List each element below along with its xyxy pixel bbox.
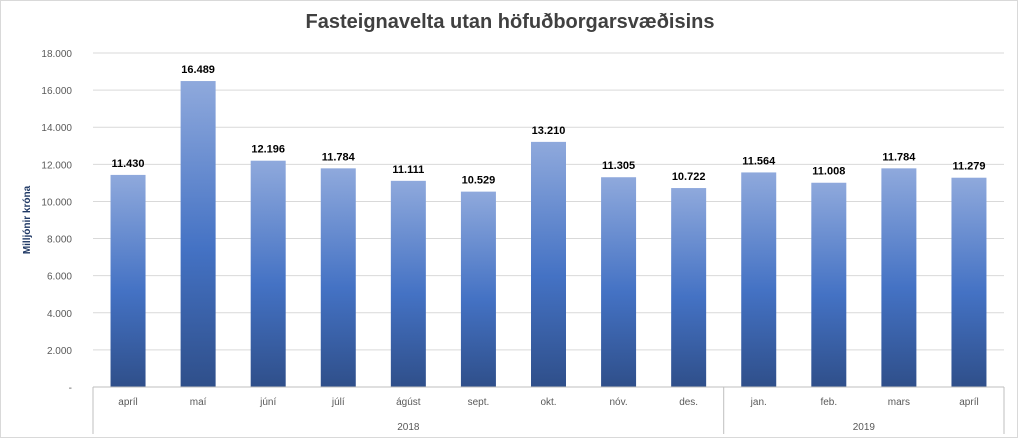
bar [250, 160, 286, 387]
data-label: 10.529 [462, 175, 496, 187]
y-tick-label: 14.000 [41, 123, 72, 134]
bar [881, 168, 917, 387]
bar [811, 182, 847, 387]
y-axis-ticks: - 2.000 4.000 6.000 8.000 10.000 12.000 14.000 1… [41, 49, 72, 394]
x-tick-label: nóv. [609, 397, 627, 408]
data-label: 11.784 [882, 151, 916, 163]
bar [951, 177, 987, 387]
x-tick-label: apríl [118, 397, 137, 408]
data-labels: 11.430 16.489 12.196 11.784 11.111 10.529 13.2… [112, 64, 986, 187]
bar [180, 81, 216, 387]
data-label: 11.279 [952, 161, 985, 173]
y-axis-label: Milljónir króna [22, 185, 33, 254]
bar [460, 191, 496, 387]
x-tick-label: okt. [540, 397, 556, 408]
data-label: 11.305 [602, 160, 635, 172]
data-label: 10.722 [672, 171, 706, 183]
data-label: 11.111 [392, 164, 424, 176]
data-label: 11.564 [742, 155, 776, 167]
data-label: 11.784 [322, 151, 356, 163]
data-label: 11.008 [812, 166, 845, 178]
x-tick-label: feb. [820, 397, 837, 408]
bar [110, 174, 146, 387]
y-tick-label: 12.000 [41, 160, 72, 171]
data-label: 12.196 [251, 144, 285, 156]
x-tick-label: des. [679, 397, 698, 408]
bar [601, 177, 637, 387]
x-tick-label: jan. [750, 397, 767, 408]
x-tick-label: sept. [468, 397, 490, 408]
x-tick-label: maí [190, 397, 207, 408]
y-tick-label: 6.000 [47, 272, 72, 283]
x-tick-label: júní [259, 397, 276, 408]
bar [671, 188, 707, 387]
year-label: 2019 [853, 422, 876, 433]
bars [110, 81, 987, 387]
data-label: 13.210 [532, 125, 566, 137]
y-tick-label: 10.000 [41, 197, 72, 208]
x-tick-label: apríl [959, 397, 978, 408]
y-tick-label: 4.000 [47, 309, 72, 320]
y-tick-label: 2.000 [47, 346, 72, 357]
y-tick-label: 8.000 [47, 235, 72, 246]
bar [390, 180, 426, 387]
year-label: 2018 [397, 422, 420, 433]
x-tick-label: júlí [331, 397, 345, 408]
bar [320, 168, 356, 387]
y-tick-label: 16.000 [41, 86, 72, 97]
y-tick-label: - [69, 383, 72, 394]
data-label: 11.430 [112, 158, 145, 170]
x-tick-label: ágúst [396, 397, 421, 408]
bar [531, 141, 566, 387]
chart-title: Fasteignavelta utan höfuðborgarsvæðisins [305, 11, 715, 33]
y-tick-label: 18.000 [41, 49, 72, 60]
x-tick-label: mars [888, 397, 910, 408]
x-axis: apríl maí júní júlí ágúst sept. okt. nóv. des. ja… [92, 386, 1005, 434]
bar [741, 172, 777, 387]
data-label: 16.489 [181, 64, 215, 76]
